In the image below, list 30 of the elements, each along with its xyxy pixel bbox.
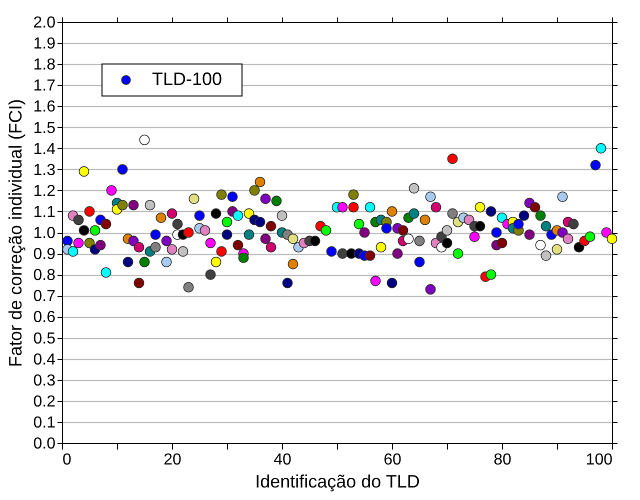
y-tick-label: 1.6 xyxy=(33,98,56,116)
y-axis-title: Fator de correção individual (FCI) xyxy=(5,98,26,368)
x-tick-label: 60 xyxy=(384,452,402,468)
legend-label: TLD-100 xyxy=(152,69,222,89)
x-tick-label: 100 xyxy=(586,452,613,468)
y-tick-label: 1.0 xyxy=(33,225,56,242)
y-tick-label: 0.7 xyxy=(33,288,56,306)
x-tick-label: 0 xyxy=(62,452,72,468)
x-tick-label: 80 xyxy=(494,452,512,468)
y-tick-label: 1.1 xyxy=(33,204,56,221)
y-tick-label: 1.9 xyxy=(33,36,56,53)
y-tick-label: 0.1 xyxy=(33,414,56,432)
y-tick-label: 0.2 xyxy=(33,393,56,410)
x-tick-label: 40 xyxy=(274,452,292,468)
y-tick-label: 2.0 xyxy=(33,14,56,32)
y-tick-label: 1.5 xyxy=(33,120,56,137)
y-tick-label: 0.8 xyxy=(33,267,56,284)
y-tick-label: 0.9 xyxy=(33,246,56,264)
y-tick-label: 1.4 xyxy=(33,140,56,158)
y-tick-label: 0.6 xyxy=(33,309,56,326)
y-tick-label: 0.4 xyxy=(33,351,56,368)
y-tick-label: 0.3 xyxy=(33,372,56,390)
y-tick-label: 1.3 xyxy=(33,162,56,179)
y-tick-label: 0.5 xyxy=(33,330,56,348)
x-tick-label: 20 xyxy=(164,452,182,468)
y-tick-label: 0.0 xyxy=(33,436,56,452)
y-tick-label: 1.7 xyxy=(33,78,56,95)
y-tick-label: 1.8 xyxy=(33,56,56,74)
y-tick-label: 1.2 xyxy=(33,182,56,200)
x-axis-title: Identificação do TLD xyxy=(255,472,420,492)
